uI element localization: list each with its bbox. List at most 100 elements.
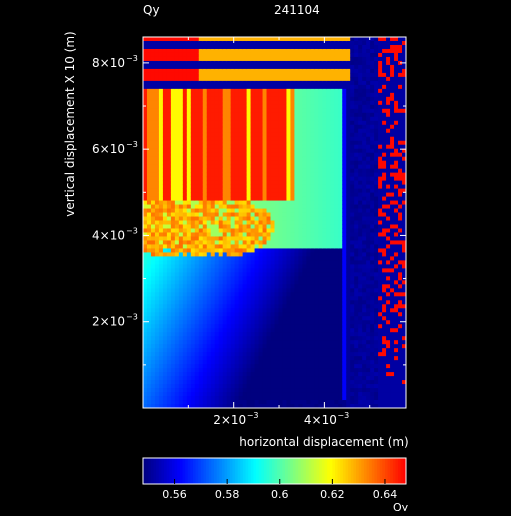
heatmap-cell — [314, 156, 319, 162]
heatmap-cell — [298, 236, 303, 241]
heatmap-cell — [182, 216, 188, 221]
heatmap-cell — [306, 192, 311, 198]
heatmap-cell — [174, 80, 180, 86]
heatmap-cell — [254, 120, 260, 126]
heatmap-cell — [210, 204, 216, 209]
heatmap-cell — [174, 240, 180, 245]
heatmap-cell — [242, 280, 248, 285]
heatmap-cell — [274, 372, 279, 377]
heatmap-cell — [198, 152, 204, 158]
heatmap-cell — [186, 152, 192, 158]
heatmap-cell — [282, 268, 287, 273]
heatmap-cell — [306, 236, 311, 241]
heatmap-cell — [198, 160, 204, 166]
heatmap-cell — [194, 96, 200, 102]
heatmap-cell — [330, 140, 335, 146]
heatmap-cell — [350, 392, 355, 397]
heatmap-cell — [278, 368, 283, 373]
heatmap-cell — [234, 300, 240, 305]
heatmap-cell — [310, 392, 315, 397]
heatmap-cell — [314, 312, 319, 317]
heatmap-cell — [346, 124, 351, 130]
heatmap-cell — [210, 396, 216, 401]
heatmap-cell — [210, 168, 216, 174]
heatmap-cell — [310, 240, 315, 245]
heatmap-cell — [210, 328, 216, 333]
heatmap-cell — [198, 124, 204, 130]
heatmap-cell — [158, 64, 164, 70]
heatmap-cell — [302, 344, 307, 349]
heatmap-cell — [322, 272, 327, 277]
heatmap-cell — [246, 88, 252, 94]
heatmap-cell — [186, 84, 192, 90]
heatmap-cell — [318, 332, 323, 337]
heatmap-cell — [170, 40, 176, 46]
heatmap-cell — [266, 200, 271, 205]
heatmap-cell — [182, 72, 188, 78]
heatmap-cell — [198, 112, 204, 118]
heatmap-cell — [346, 332, 351, 337]
heatmap-cell — [266, 260, 271, 265]
heatmap-cell — [314, 148, 319, 154]
heatmap-cell — [198, 396, 204, 401]
heatmap-cell — [282, 52, 287, 58]
heatmap-cell — [242, 356, 248, 361]
heatmap-cell — [242, 140, 248, 146]
heatmap-cell — [226, 400, 232, 405]
heatmap-cell — [298, 60, 303, 66]
heatmap-cell — [310, 376, 315, 381]
heatmap-cell — [334, 336, 339, 341]
heatmap-cell — [250, 272, 256, 277]
heatmap-cell — [182, 356, 188, 361]
heatmap-cell — [242, 196, 248, 202]
heatmap-cell — [170, 180, 176, 186]
heatmap-cell — [143, 56, 148, 62]
heatmap-cell — [290, 128, 295, 134]
heatmap-cell — [346, 304, 351, 309]
heatmap-cell — [306, 160, 311, 166]
heatmap-cell — [306, 312, 311, 317]
heatmap-cell — [282, 296, 287, 301]
heatmap-cell — [186, 344, 192, 349]
heatmap-cell — [158, 280, 164, 285]
heatmap-cell — [286, 48, 291, 54]
heatmap-cell — [230, 52, 236, 58]
heatmap-cell — [238, 344, 244, 349]
heatmap-cell — [162, 48, 168, 54]
heatmap-cell — [222, 100, 228, 106]
heatmap-cell — [150, 204, 156, 209]
heatmap-cell — [218, 256, 224, 261]
heatmap-cell — [286, 52, 291, 58]
heatmap-cell — [274, 396, 279, 401]
heatmap-cell — [162, 388, 168, 393]
heatmap-cell — [198, 296, 204, 301]
heatmap-cell — [314, 188, 319, 194]
heatmap-cell — [294, 120, 299, 126]
heatmap-cell — [282, 300, 287, 305]
heatmap-cell — [342, 364, 347, 369]
heatmap-cell — [314, 208, 319, 213]
heatmap-cell — [354, 168, 359, 174]
heatmap-cell — [310, 372, 315, 377]
heatmap-cell — [242, 188, 248, 194]
heatmap-cell — [274, 140, 279, 146]
heatmap-cell — [238, 48, 244, 54]
heatmap-cell — [166, 188, 172, 194]
heatmap-cell — [230, 164, 236, 170]
heatmap-cell — [270, 372, 275, 377]
heatmap-cell — [206, 37, 212, 42]
heatmap-cell — [182, 300, 188, 305]
heatmap-cell — [354, 164, 359, 170]
heatmap-cell — [190, 212, 196, 217]
heatmap-cell — [342, 156, 347, 162]
heatmap-cell — [150, 364, 156, 369]
heatmap-cell — [306, 220, 311, 225]
heatmap-cell — [246, 76, 252, 82]
heatmap-cell — [170, 368, 176, 373]
heatmap-cell — [286, 336, 291, 341]
heatmap-cell — [198, 88, 204, 94]
heatmap-cell — [302, 356, 307, 361]
heatmap-cell — [198, 144, 204, 150]
heatmap-cell — [186, 76, 192, 82]
heatmap-cell — [290, 176, 295, 182]
